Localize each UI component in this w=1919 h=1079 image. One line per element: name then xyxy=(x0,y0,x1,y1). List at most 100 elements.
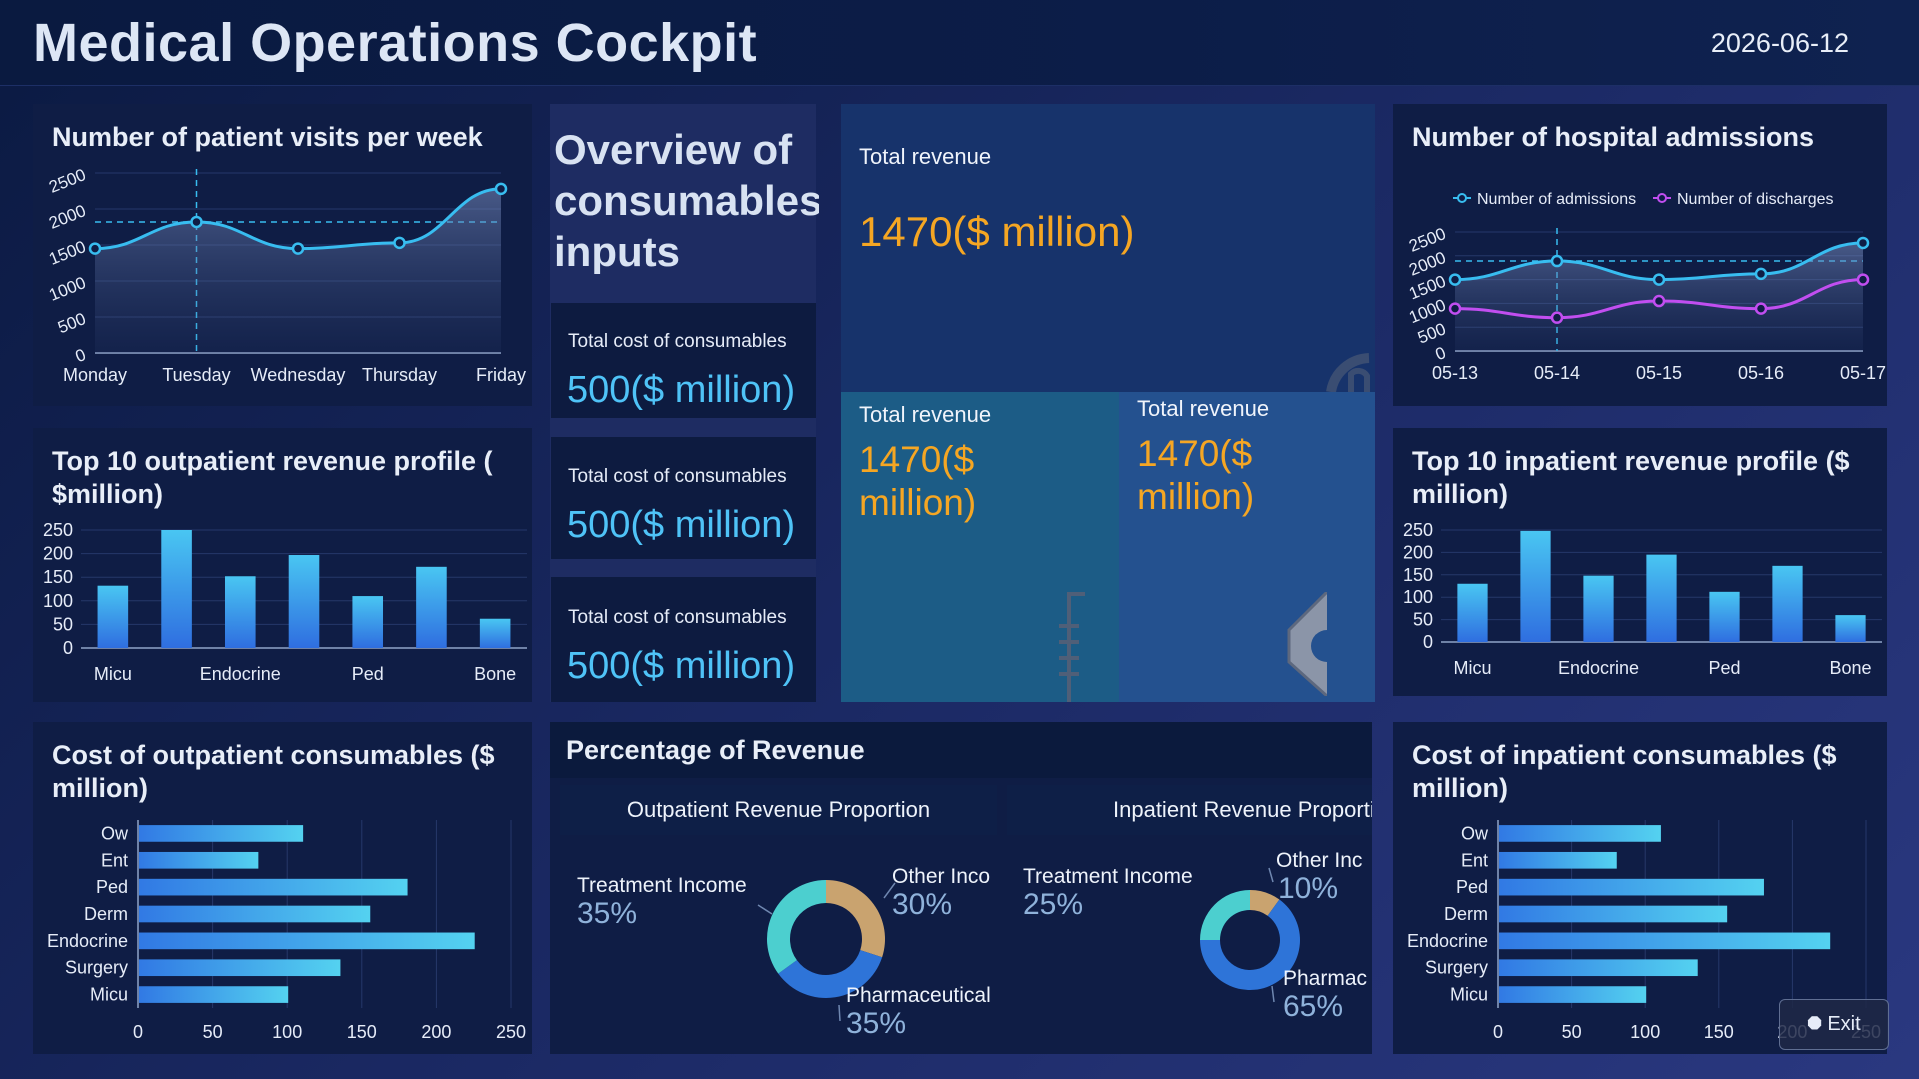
y-tick-label: 50 xyxy=(1413,610,1433,630)
x-tick-label: 05-13 xyxy=(1432,363,1478,383)
y-tick-label: 150 xyxy=(43,567,73,587)
bar xyxy=(1499,878,1764,896)
x-tick-label: Endocrine xyxy=(1558,658,1639,678)
pie-slice xyxy=(778,950,883,998)
bar xyxy=(224,576,256,648)
x-tick-label: Ped xyxy=(352,664,384,684)
panel-title: Top 10 outpatient revenue profile ( $mil… xyxy=(52,446,493,509)
bar xyxy=(1499,959,1698,977)
pie-pct-pharmaceutical: 65% xyxy=(1283,990,1344,1023)
revenue-value: 1470($ million) xyxy=(859,439,977,523)
area-fill xyxy=(95,188,501,353)
bar xyxy=(139,878,408,896)
y-tick-label: 0 xyxy=(63,638,73,658)
pie-label-treatment: Treatment Income xyxy=(577,874,747,897)
date-display: 2026-06-12 xyxy=(1710,28,1849,58)
outpatient-consumables-panel: Cost of outpatient consumables ($ millio… xyxy=(33,722,532,1054)
legend-label: Number of admissions xyxy=(1477,191,1636,208)
data-point xyxy=(1856,236,1870,250)
bar xyxy=(139,825,304,842)
revenue-label: Total revenue xyxy=(1137,396,1270,421)
pie-label-treatment: Treatment Income xyxy=(1023,865,1193,888)
bar xyxy=(1772,565,1803,642)
y-tick-label: 50 xyxy=(53,614,73,634)
x-tick-label: Friday xyxy=(476,365,526,385)
heading-line-1: Overview of xyxy=(554,126,793,173)
leader-line xyxy=(883,882,896,899)
x-tick-label: Monday xyxy=(63,365,127,385)
data-point xyxy=(1652,273,1666,286)
panel-title: Top 10 inpatient revenue profile ($ mill… xyxy=(1412,446,1850,509)
bar xyxy=(1583,575,1614,642)
pie-pct-pharmaceutical: 35% xyxy=(846,1007,907,1040)
y-tick-label: 0 xyxy=(1423,632,1433,652)
bar xyxy=(1499,825,1661,842)
admissions-panel: Number of hospital admissions 0 500 1000 15… xyxy=(1393,104,1887,406)
tick-label: 500 xyxy=(55,309,88,337)
x-tick-label: 100 xyxy=(272,1022,302,1042)
x-tick-label: 50 xyxy=(1562,1022,1582,1042)
y-tick-label: 250 xyxy=(1403,520,1433,540)
panel-header-strip xyxy=(550,722,1372,778)
revenue-label: Total revenue xyxy=(859,402,992,427)
revenue-pie-charts xyxy=(757,867,1300,1022)
y-tick-label: 100 xyxy=(1403,587,1433,607)
x-tick-label: Bone xyxy=(474,664,516,684)
y-tick-label: Ow xyxy=(101,823,129,843)
leader-line xyxy=(838,1004,841,1022)
gear-icon xyxy=(1287,592,1327,696)
data-point xyxy=(1856,273,1870,286)
x-tick-label: 150 xyxy=(1704,1022,1734,1042)
consumable-card: Total cost of consumables 500($ million) xyxy=(551,577,816,702)
panel-title: Cost of inpatient consumables ($ million… xyxy=(1412,740,1837,803)
data-point xyxy=(1652,294,1666,308)
revenue-right-card: Total revenue 1470($ million) xyxy=(1119,392,1375,702)
pie-slice xyxy=(767,880,826,974)
y-tick-label: Derm xyxy=(84,904,128,924)
x-tick-label: 0 xyxy=(1493,1022,1503,1042)
exit-button[interactable]: ⯃ Exit xyxy=(1779,999,1889,1050)
pie-pct-treatment: 35% xyxy=(577,897,638,930)
outpatient-revenue-chart: 0 50 100 150 200 250 Micu Endocrine Ped Bone xyxy=(43,520,527,684)
bar xyxy=(1499,905,1728,923)
y-tick-label: 250 xyxy=(43,520,73,540)
y-tick-label: Surgery xyxy=(65,958,128,978)
y-tick-label: Endocrine xyxy=(1407,931,1488,951)
tick-label: 0 xyxy=(1433,343,1449,364)
y-tick-label: 150 xyxy=(1403,565,1433,585)
card-value: 500($ million) xyxy=(567,369,796,411)
data-point xyxy=(190,215,203,229)
legend-marker xyxy=(1457,193,1467,203)
bar xyxy=(288,555,320,648)
ruler-icon xyxy=(1059,592,1085,702)
y-tick-label: Ow xyxy=(1461,823,1489,843)
x-tick-label: 05-17 xyxy=(1840,363,1886,383)
x-tick-label: 200 xyxy=(421,1022,451,1042)
outpatient-consumables-chart: 0 50 100 150 200 250 Ow Ent Ped Derm Endocrine Surg… xyxy=(47,820,526,1042)
x-tick-label: Wednesday xyxy=(251,365,346,385)
tab-outpatient-proportion[interactable]: Outpatient Revenue Proportion xyxy=(560,785,997,835)
leader-line xyxy=(1271,985,1275,1003)
x-tick-label: 150 xyxy=(347,1022,377,1042)
bar xyxy=(161,530,192,648)
inpatient-consumables-panel: Cost of inpatient consumables ($ million… xyxy=(1393,722,1887,1054)
pie-slice xyxy=(1200,899,1300,990)
exit-fullscreen-icon: ⯃ xyxy=(1807,1014,1822,1034)
panel-title: Percentage of Revenue xyxy=(566,735,865,765)
bar xyxy=(1709,591,1740,642)
bar xyxy=(416,566,447,648)
y-tick-label: Derm xyxy=(1444,904,1488,924)
pie-label-pharmaceutical: Pharmaceutical xyxy=(846,984,991,1007)
gauge-icon xyxy=(1326,353,1370,392)
tab-inpatient-proportion[interactable]: Inpatient Revenue Proportion xyxy=(1007,785,1372,835)
data-point xyxy=(494,182,508,196)
bar xyxy=(1499,851,1617,869)
heading-line-3: inputs xyxy=(554,228,680,274)
inpatient-consumables-chart: 050100150200250OwEntPedDermEndocrineSurg… xyxy=(1407,820,1881,1042)
exit-label: Exit xyxy=(1827,1013,1861,1035)
data-point xyxy=(1448,302,1462,315)
revenue-value: 1470($ million) xyxy=(859,208,1135,255)
pie-label-other: Other Inco xyxy=(892,865,991,888)
bar xyxy=(1520,530,1551,642)
